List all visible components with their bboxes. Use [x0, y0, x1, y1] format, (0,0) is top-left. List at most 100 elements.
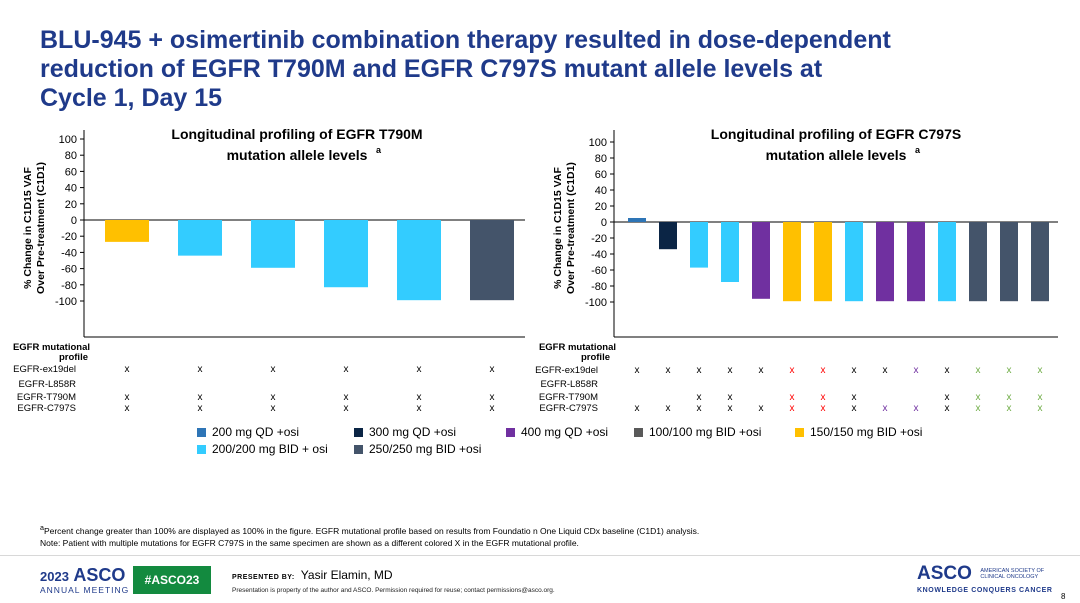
legend-item-200qd: 200 mg QD +osi	[197, 425, 299, 439]
legend-swatch-150bid	[795, 427, 804, 437]
chart1-bar	[178, 220, 222, 256]
chart2-profile-mark: x	[790, 403, 795, 414]
footer-divider	[0, 555, 1080, 556]
chart1-y-tick-label: -100	[55, 296, 77, 308]
legend-swatch-100bid	[634, 427, 643, 437]
chart1-bar	[251, 220, 295, 268]
chart2-y-tick-label: 80	[595, 153, 607, 165]
legend-swatch-300qd	[354, 427, 363, 437]
chart2-bar	[659, 222, 677, 250]
chart2-profile-mark: x	[852, 403, 857, 414]
presented-by-label: PRESENTED BY:	[232, 574, 295, 581]
chart1-y-label-line-1: % Change in C1D15 VAF	[22, 167, 34, 289]
chart1-y-tick-label: 20	[65, 199, 77, 211]
chart2-bar	[690, 222, 708, 268]
chart1-profile-mark: x	[417, 364, 422, 375]
legend-label-300qd: 300 mg QD +osi	[369, 425, 457, 439]
chart2-bar	[938, 222, 956, 302]
chart2-profile-mark: x	[821, 392, 826, 403]
society-name: AMERICAN SOCIETY OF CLINICAL ONCOLOGY	[980, 568, 1044, 580]
legend-swatch-200qd	[197, 427, 206, 437]
title-line-2: reduction of EGFR T790M and EGFR C797S m…	[40, 55, 823, 83]
footnote-sup: a	[40, 524, 44, 532]
title-line-3: Cycle 1, Day 15	[40, 84, 223, 112]
chart2-profile-mark: x	[666, 403, 671, 414]
legend-item-200bid: 200/200 mg BID + osi	[197, 442, 328, 456]
chart2-profile-mark: x	[1038, 392, 1043, 403]
chart1-y-tick-label: -80	[61, 280, 77, 292]
chart2-y-label-line-1: % Change in C1D15 VAF	[552, 167, 564, 289]
chart1-profile-row-label: EGFR-C797S	[17, 403, 76, 414]
chart1-y-tick-label: 0	[71, 215, 77, 227]
presenter-info: PRESENTED BY: Yasir Elamin, MD	[232, 568, 393, 582]
legend-swatch-400qd	[506, 427, 515, 437]
chart1-profile-mark: x	[271, 392, 276, 403]
chart1-y-label-line-2: Over Pre-treatment (C1D1)	[35, 162, 47, 294]
chart2-profile-header-line-2: profile	[581, 352, 610, 363]
chart2-profile-mark: x	[1038, 365, 1043, 376]
chart1-profile-mark: x	[271, 364, 276, 375]
chart2-profile-mark: x	[883, 365, 888, 376]
legend-label-200qd: 200 mg QD +osi	[212, 425, 300, 439]
chart2-profile-header-line-1: EGFR mutational	[539, 342, 616, 353]
chart2-profile-mark: x	[852, 365, 857, 376]
chart1-title-line-1: Longitudinal profiling of EGFR T790M	[171, 126, 422, 142]
chart2-profile-mark: x	[790, 392, 795, 403]
footnote-line-2: Note: Patient with multiple mutations fo…	[40, 537, 579, 548]
footnote-text-1: Percent change greater than 100% are dis…	[43, 525, 700, 536]
chart2-profile-mark: x	[945, 392, 950, 403]
chart1-profile-mark: x	[344, 364, 349, 375]
title-line-1: BLU-945 + osimertinib combination therap…	[40, 26, 891, 54]
chart2-profile-mark: x	[635, 365, 640, 376]
chart2-profile-mark: x	[635, 403, 640, 414]
chart1-profile-mark: x	[344, 392, 349, 403]
chart2-profile-mark: x	[697, 403, 702, 414]
chart2-profile-mark: x	[697, 392, 702, 403]
chart2-profile-row-label: EGFR-T790M	[539, 392, 598, 403]
legend-label-200bid: 200/200 mg BID + osi	[212, 442, 328, 456]
chart2-profile-mark: x	[976, 403, 981, 414]
chart2-bar	[876, 222, 894, 302]
asco-society-logo: ASCO AMERICAN SOCIETY OF CLINICAL ONCOLOG…	[917, 563, 1067, 594]
chart2-profile-mark: x	[945, 403, 950, 414]
legend-item-250bid: 250/250 mg BID +osi	[354, 442, 481, 456]
legend-item-150bid: 150/150 mg BID +osi	[795, 425, 922, 439]
chart2-bar	[783, 222, 801, 302]
society-name-line-1: AMERICAN SOCIETY OF	[980, 568, 1045, 574]
legend-label-400qd: 400 mg QD +osi	[521, 425, 609, 439]
chart2-profile-mark: x	[1007, 392, 1012, 403]
legend-swatch-250bid	[354, 444, 363, 454]
chart2-profile-mark: x	[697, 365, 702, 376]
asco-annual-meeting-logo: 2023 ASCO ANNUAL MEETING	[40, 565, 129, 595]
legend-label-250bid: 250/250 mg BID +osi	[369, 442, 482, 456]
chart2-y-tick-label: 40	[595, 185, 607, 197]
chart2-title-line-2: mutation allele levels	[766, 147, 907, 163]
chart1-y-tick-label: -40	[61, 247, 77, 259]
chart2-profile-mark: x	[1038, 403, 1043, 414]
chart2-profile-mark: x	[976, 392, 981, 403]
chart2-profile-mark: x	[790, 365, 795, 376]
permission-note: Presentation is property of the author a…	[232, 587, 555, 594]
chart2-y-tick-label: -60	[591, 265, 607, 277]
chart2-profile-mark: x	[728, 403, 733, 414]
chart1-y-tick-label: 40	[65, 183, 77, 195]
chart2-bar	[845, 222, 863, 302]
chart2-profile-mark: x	[728, 365, 733, 376]
society-tagline: KNOWLEDGE CONQUERS CANCER	[917, 587, 1053, 594]
legend-item-300qd: 300 mg QD +osi	[354, 425, 456, 439]
chart1-profile-mark: x	[198, 403, 203, 414]
chart1-profile-header-line-1: EGFR mutational	[13, 342, 90, 353]
chart2-profile-mark: x	[914, 403, 919, 414]
chart2-profile-mark: x	[728, 392, 733, 403]
chart2-y-tick-label: -100	[585, 297, 607, 309]
chart1-profile-header-line-2: profile	[59, 352, 88, 363]
chart2-y-tick-label: 20	[595, 201, 607, 213]
charts-canvas: 100 80 60 40 20 0 -20 -40 -60 -80 -100 Longitudinal…	[13, 126, 1058, 414]
chart2-profile-mark: x	[883, 403, 888, 414]
legend-label-100bid: 100/100 mg BID +osi	[649, 425, 762, 439]
chart2-profile-mark: x	[852, 392, 857, 403]
society-name-line-2: CLINICAL ONCOLOGY	[980, 574, 1039, 580]
chart1-profile-mark: x	[344, 403, 349, 414]
chart2-bar	[628, 218, 646, 222]
presenter-name: Yasir Elamin, MD	[300, 568, 393, 582]
